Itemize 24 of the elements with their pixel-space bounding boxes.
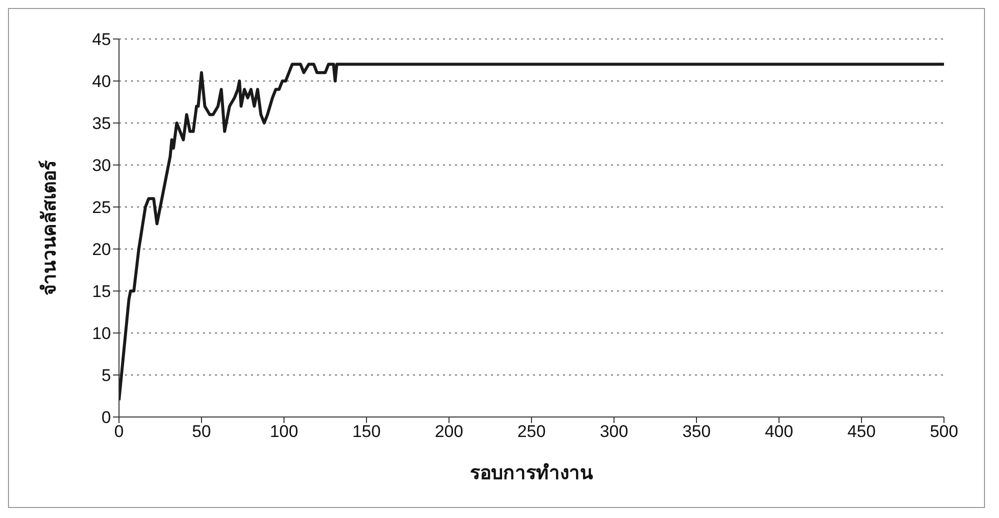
- line-series: [119, 62, 944, 402]
- y-tick-label: 10: [92, 324, 111, 344]
- y-tick-label: 40: [92, 72, 111, 92]
- x-tick-label: 350: [682, 422, 711, 442]
- y-tick-label: 35: [92, 114, 111, 134]
- x-tick-label: 250: [517, 422, 546, 442]
- y-axis-title: จำนวนคลัสเตอร์: [38, 160, 61, 296]
- y-tick-label: 5: [102, 366, 111, 386]
- x-axis-title: รอบการทำงาน: [470, 462, 593, 484]
- y-tick-label: 0: [102, 408, 111, 428]
- x-tick-label: 50: [192, 422, 211, 442]
- y-tick-label: 30: [92, 156, 111, 176]
- x-tick-label: 400: [764, 422, 794, 442]
- x-tick-label: 100: [270, 422, 298, 442]
- y-tick-label: 45: [92, 30, 111, 50]
- x-tick-label: 150: [352, 422, 381, 442]
- x-tick-label: 0: [114, 422, 124, 442]
- x-tick-label: 450: [847, 422, 876, 442]
- x-tick-label: 200: [434, 422, 464, 442]
- x-tick-label: 300: [600, 422, 628, 442]
- x-tick-label: 500: [930, 422, 958, 442]
- y-tick-label: 20: [92, 240, 111, 260]
- y-tick-label: 25: [92, 198, 111, 218]
- y-tick-label: 15: [92, 282, 111, 302]
